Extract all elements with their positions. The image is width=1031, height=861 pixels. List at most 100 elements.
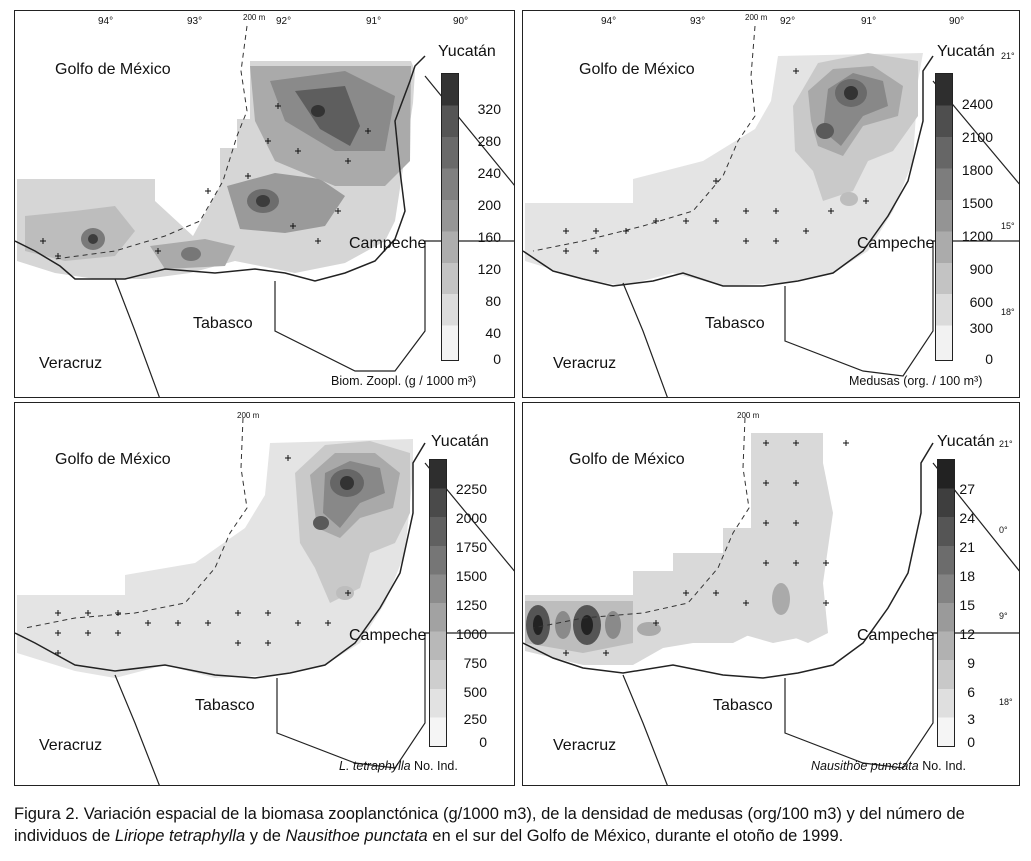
state-border xyxy=(114,674,160,785)
scale-value: 1200 xyxy=(961,228,993,244)
contour-peak xyxy=(637,622,661,636)
gulf-label: Golfo de México xyxy=(579,61,695,78)
scale-value: 200 xyxy=(477,197,501,213)
scale-value: 2000 xyxy=(455,510,487,526)
state-border xyxy=(114,278,160,397)
longitude-tick: 90° xyxy=(453,16,469,27)
scale-value: 3 xyxy=(967,711,975,727)
scale-value: 0 xyxy=(479,734,487,750)
scale-value: 12 xyxy=(959,626,975,642)
map-drawing xyxy=(523,25,1019,397)
contour-peak xyxy=(313,516,329,530)
scale-value: 1500 xyxy=(455,568,487,584)
scale-value: 27 xyxy=(959,481,975,497)
coastline xyxy=(15,55,426,282)
map-panel-liriope-tetraphylla: Golfo de México Yucatán Campeche Tabasco… xyxy=(14,402,515,786)
state-label-tabasco: Tabasco xyxy=(193,315,253,332)
contour-peak xyxy=(772,583,790,615)
latitude-tick: 0° xyxy=(999,525,1008,535)
contour-peak xyxy=(581,615,593,635)
state-border xyxy=(276,632,514,769)
isobath-200m xyxy=(24,417,248,629)
isobath-200m xyxy=(54,25,248,260)
scale-value: 80 xyxy=(485,293,501,309)
contour-peak xyxy=(605,611,621,639)
gulf-label: Golfo de México xyxy=(55,61,171,78)
station-markers xyxy=(563,68,869,254)
scale-value: 750 xyxy=(463,655,487,671)
state-label-campeche: Campeche xyxy=(349,235,427,252)
station-markers xyxy=(563,440,849,656)
state-label-yucatan: Yucatán xyxy=(937,43,995,60)
map-panel-zooplankton-biomass: Golfo de México Yucatán Campeche Tabasco… xyxy=(14,10,515,398)
scale-value: 21 xyxy=(959,539,975,555)
color-scale-bar xyxy=(935,73,953,361)
state-label-tabasco: Tabasco xyxy=(705,315,765,332)
coastline xyxy=(523,55,934,287)
scale-value: 1250 xyxy=(455,597,487,613)
contour-peak xyxy=(533,615,543,635)
scale-value: 2400 xyxy=(961,96,993,112)
longitude-tick: 93° xyxy=(187,16,203,27)
scale-value: 0 xyxy=(493,351,501,367)
state-border xyxy=(274,240,514,372)
contour-band xyxy=(295,86,360,146)
contour-peak xyxy=(256,195,270,207)
color-scale-bar xyxy=(937,459,955,747)
scale-value: 500 xyxy=(463,684,487,700)
scale-value: 1500 xyxy=(961,195,993,211)
longitude-tick: 92° xyxy=(780,16,796,27)
longitude-tick: 90° xyxy=(949,16,965,27)
state-label-veracruz: Veracruz xyxy=(553,737,617,754)
scale-value: 1000 xyxy=(455,626,487,642)
contour-peak xyxy=(340,476,354,490)
scale-value: 18 xyxy=(959,568,975,584)
isobath-label: 200 m xyxy=(237,411,260,420)
contour-band xyxy=(227,173,345,233)
scale-value: 160 xyxy=(477,229,501,245)
state-border xyxy=(784,240,1019,377)
contour-peak xyxy=(840,192,858,206)
state-border xyxy=(784,632,1019,769)
state-label-veracruz: Veracruz xyxy=(39,355,103,372)
state-label-yucatan: Yucatán xyxy=(937,433,995,450)
map-drawing xyxy=(523,417,1019,785)
scale-value: 1800 xyxy=(961,162,993,178)
state-label-veracruz: Veracruz xyxy=(39,737,103,754)
longitude-tick: 94° xyxy=(98,16,114,27)
scale-value: 40 xyxy=(485,325,501,341)
scale-value: 240 xyxy=(477,165,501,181)
coastline xyxy=(15,442,426,679)
scale-value: 280 xyxy=(477,133,501,149)
state-border xyxy=(622,674,668,785)
unit-label: Medusas (org. / 100 m³) xyxy=(849,374,983,388)
gulf-label: Golfo de México xyxy=(569,451,685,468)
gulf-label: Golfo de México xyxy=(55,451,171,468)
color-scale-bar xyxy=(429,459,447,747)
state-label-yucatan: Yucatán xyxy=(438,43,496,60)
map-drawing xyxy=(15,25,514,397)
scale-value: 300 xyxy=(969,320,993,336)
scale-value: 600 xyxy=(969,294,993,310)
scale-value: 0 xyxy=(985,351,993,367)
contour-peak xyxy=(88,234,98,244)
station-markers xyxy=(55,455,351,656)
longitude-tick: 91° xyxy=(861,16,877,27)
state-border xyxy=(622,282,668,397)
latitude-tick: 18° xyxy=(1001,307,1015,317)
state-label-tabasco: Tabasco xyxy=(713,697,773,714)
latitude-tick: 18° xyxy=(999,697,1013,707)
latitude-tick: 9° xyxy=(999,611,1008,621)
scale-value: 24 xyxy=(959,510,975,526)
longitude-tick: 92° xyxy=(276,16,292,27)
isobath-200m xyxy=(532,25,756,252)
contour-peak xyxy=(844,86,858,100)
map-drawing xyxy=(15,417,514,785)
state-label-yucatan: Yucatán xyxy=(431,433,489,450)
contour-peak xyxy=(555,611,571,639)
coastline xyxy=(523,442,934,679)
longitude-tick: 93° xyxy=(690,16,706,27)
scale-value: 900 xyxy=(969,261,993,277)
contour-peak xyxy=(181,247,201,261)
scale-value: 0 xyxy=(967,734,975,750)
